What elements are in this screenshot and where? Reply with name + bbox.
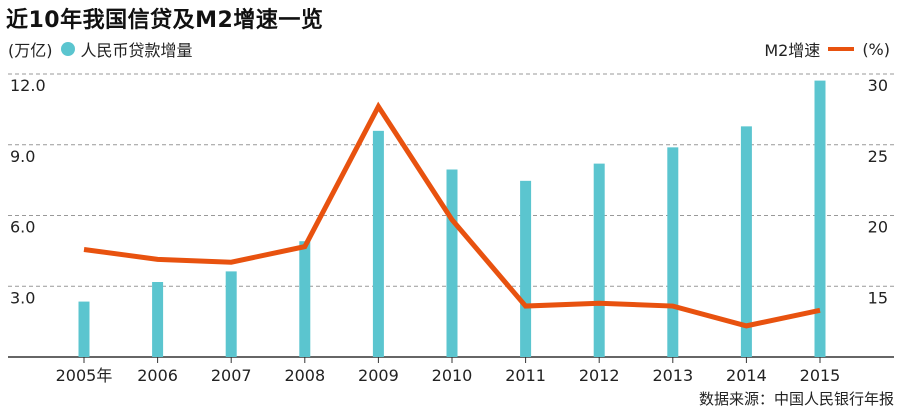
bar-2012 — [593, 163, 605, 357]
y-left-tick-label: 9.0 — [10, 147, 35, 166]
bar-2006 — [152, 282, 164, 357]
x-tick-label: 2008 — [284, 366, 325, 385]
bar-2014 — [740, 126, 752, 357]
y-right-tick-label: 20 — [868, 218, 888, 237]
legend-right: M2增速 (%) — [764, 37, 890, 61]
x-tick-label: 2015 — [800, 366, 841, 385]
bar-legend-label: 人民币贷款增量 — [80, 41, 193, 60]
y-left-tick-label: 6.0 — [10, 218, 35, 237]
y-right-tick-label: 30 — [868, 76, 888, 95]
label-layer: 3.0 6.0 9.0 12.0 15 20 25 30 2005年 2006 2007 2008 20… — [10, 76, 888, 385]
bar-2010 — [446, 169, 458, 357]
y-right-tick-label: 15 — [868, 288, 888, 307]
y-left-tick-label: 12.0 — [10, 76, 46, 95]
bar-legend-swatch — [60, 42, 75, 56]
line-legend-label: M2增速 — [764, 41, 821, 60]
bar-2008 — [299, 241, 311, 357]
bar-2013 — [667, 147, 679, 357]
y-right-tick-label: 25 — [868, 147, 888, 166]
x-tick-label: 2005年 — [56, 366, 113, 385]
bar-layer — [78, 80, 826, 357]
line-legend-swatch — [828, 47, 855, 51]
line-layer — [83, 101, 821, 329]
left-axis-unit: (万亿) — [8, 41, 53, 60]
right-axis-unit: (%) — [862, 39, 890, 59]
x-tick-label: 2013 — [652, 366, 693, 385]
chart-title: 近10年我国信贷及M2增速一览 — [6, 8, 324, 33]
bar-2009 — [372, 130, 384, 357]
source-note: 数据来源：中国人民银行年报 — [698, 390, 894, 408]
bar-2011 — [520, 180, 532, 357]
x-tick-label: 2010 — [432, 366, 473, 385]
bar-2005年 — [78, 301, 90, 357]
x-tick-label: 2007 — [211, 366, 252, 385]
bar-2007 — [225, 271, 237, 357]
x-tick-label: 2012 — [579, 366, 620, 385]
x-tick-label: 2006 — [137, 366, 178, 385]
x-tick-label: 2014 — [726, 366, 767, 385]
legend-left: (万亿) 人民币贷款增量 — [8, 37, 193, 61]
bar-2015 — [814, 80, 826, 357]
x-tick-label: 2011 — [505, 366, 546, 385]
x-tick-label: 2009 — [358, 366, 399, 385]
y-left-tick-label: 3.0 — [10, 288, 35, 307]
